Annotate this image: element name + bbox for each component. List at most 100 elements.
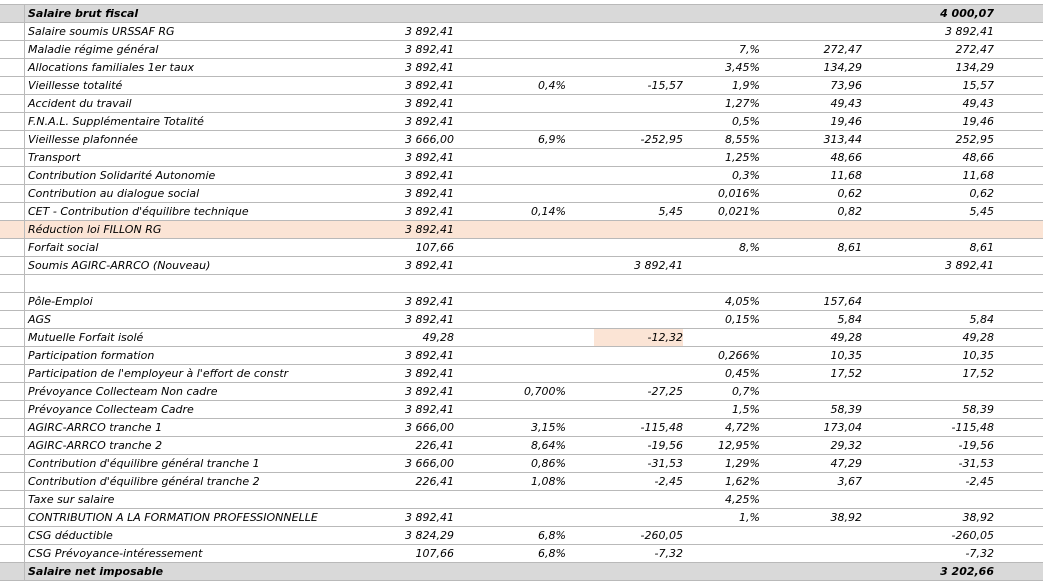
cell-label[interactable]: Maladie régime général (24, 41, 400, 58)
cell-amt1[interactable] (594, 23, 683, 40)
cell-amt2[interactable]: 11,68 (830, 169, 863, 182)
cell-amt1[interactable] (594, 293, 683, 310)
cell-amt1[interactable] (594, 95, 683, 112)
cell-base[interactable]: 3 666,00 (405, 457, 454, 470)
cell-rate2[interactable] (702, 23, 760, 40)
cell-label[interactable]: Pôle-Emploi (24, 293, 400, 310)
cell-rate2[interactable] (702, 257, 760, 274)
cell-rate1[interactable] (470, 95, 566, 112)
cell-total[interactable]: 11,68 (962, 169, 995, 182)
cell-label[interactable]: CSG Prévoyance-intéressement (24, 545, 400, 562)
cell-amt2[interactable]: 48,66 (830, 151, 863, 164)
cell-rate2[interactable]: 0,15% (725, 313, 760, 326)
cell-total[interactable]: 252,95 (955, 133, 995, 146)
cell-total[interactable]: 58,39 (962, 403, 995, 416)
cell-label[interactable] (24, 275, 400, 292)
cell-rate2[interactable]: 4,05% (725, 295, 760, 308)
cell-rate1[interactable]: 6,9% (538, 133, 566, 146)
cell-total[interactable] (900, 221, 994, 238)
cell-rate2[interactable] (702, 329, 760, 346)
cell-base[interactable]: 107,66 (415, 547, 455, 560)
cell-amt2[interactable] (790, 275, 862, 292)
cell-amt2[interactable]: 0,82 (837, 205, 863, 218)
cell-rate1[interactable] (470, 239, 566, 256)
cell-label[interactable]: CSG déductible (24, 527, 400, 544)
cell-amt1[interactable]: 3 892,41 (634, 259, 683, 272)
cell-base[interactable]: 3 892,41 (405, 115, 454, 128)
cell-label[interactable]: Vieillesse totalité (24, 77, 400, 94)
cell-total[interactable]: 38,92 (962, 511, 995, 524)
cell-amt2[interactable] (790, 527, 862, 544)
cell-amt2[interactable]: 49,28 (830, 331, 863, 344)
cell-total[interactable]: 49,28 (962, 331, 995, 344)
cell-amt2[interactable] (790, 491, 862, 508)
cell-amt1[interactable] (594, 509, 683, 526)
cell-amt2[interactable]: 17,52 (830, 367, 863, 380)
cell-base[interactable]: 3 824,29 (405, 529, 454, 542)
cell-amt1[interactable] (594, 167, 683, 184)
cell-amt2[interactable]: 29,32 (830, 439, 863, 452)
cell-rate1[interactable] (470, 5, 566, 22)
cell-total[interactable]: 19,46 (962, 115, 995, 128)
cell-total[interactable]: 5,45 (969, 205, 995, 218)
cell-rate1[interactable]: 0,4% (538, 79, 566, 92)
cell-amt2[interactable]: 49,43 (830, 97, 863, 110)
cell-amt2[interactable]: 134,29 (823, 61, 863, 74)
cell-amt2[interactable]: 10,35 (830, 349, 863, 362)
cell-rate2[interactable]: 8,% (739, 241, 760, 254)
cell-rate1[interactable] (470, 347, 566, 364)
cell-amt2[interactable]: 73,96 (830, 79, 863, 92)
cell-amt2[interactable]: 38,92 (830, 511, 863, 524)
cell-label[interactable]: AGIRC-ARRCO tranche 1 (24, 419, 400, 436)
cell-base[interactable]: 107,66 (415, 241, 455, 254)
cell-rate1[interactable] (470, 365, 566, 382)
cell-label[interactable]: AGIRC-ARRCO tranche 2 (24, 437, 400, 454)
cell-label[interactable]: AGS (24, 311, 400, 328)
cell-amt2[interactable]: 19,46 (830, 115, 863, 128)
cell-amt2[interactable]: 58,39 (830, 403, 863, 416)
cell-amt1[interactable]: -252,95 (640, 133, 683, 146)
cell-amt1[interactable] (594, 59, 683, 76)
cell-total[interactable] (900, 383, 994, 400)
cell-total[interactable]: -7,32 (965, 547, 994, 560)
cell-rate2[interactable]: 0,021% (718, 205, 760, 218)
cell-rate1[interactable]: 3,15% (531, 421, 566, 434)
cell-rate2[interactable]: 0,45% (725, 367, 760, 380)
cell-total[interactable]: 17,52 (962, 367, 995, 380)
cell-label[interactable]: Salaire soumis URSSAF RG (24, 23, 400, 40)
cell-amt1[interactable] (594, 365, 683, 382)
cell-rate1[interactable]: 0,86% (531, 457, 566, 470)
cell-base[interactable]: 3 892,41 (405, 25, 454, 38)
cell-rate2[interactable]: 1,9% (732, 79, 760, 92)
cell-base[interactable]: 3 892,41 (405, 295, 454, 308)
cell-rate1[interactable] (470, 275, 566, 292)
cell-rate2[interactable]: 0,016% (718, 187, 760, 200)
cell-rate2[interactable] (702, 221, 760, 238)
cell-rate2[interactable]: 1,27% (725, 97, 760, 110)
cell-amt1[interactable] (594, 185, 683, 202)
cell-label[interactable]: Accident du travail (24, 95, 400, 112)
cell-amt1[interactable]: -260,05 (640, 529, 683, 542)
cell-rate2[interactable]: 8,55% (725, 133, 760, 146)
cell-base[interactable]: 3 892,41 (405, 43, 454, 56)
cell-amt2[interactable] (790, 23, 862, 40)
cell-amt1[interactable]: -115,48 (640, 421, 683, 434)
cell-total[interactable] (900, 275, 994, 292)
cell-total[interactable] (900, 491, 994, 508)
cell-rate2[interactable] (702, 563, 760, 580)
cell-base[interactable]: 3 892,41 (405, 385, 454, 398)
cell-amt1[interactable]: -31,53 (647, 457, 683, 470)
cell-rate1[interactable]: 8,64% (531, 439, 566, 452)
cell-total[interactable]: 5,84 (969, 313, 995, 326)
cell-total[interactable]: -31,53 (958, 457, 994, 470)
cell-rate2[interactable]: 0,5% (732, 115, 760, 128)
cell-total[interactable]: -260,05 (951, 529, 994, 542)
cell-amt1[interactable] (594, 563, 683, 580)
cell-base[interactable]: 3 666,00 (405, 133, 454, 146)
cell-amt1[interactable] (594, 401, 683, 418)
cell-total[interactable]: -115,48 (951, 421, 994, 434)
cell-amt1[interactable] (594, 275, 683, 292)
cell-rate2[interactable]: 12,95% (718, 439, 760, 452)
cell-amt2[interactable] (790, 563, 862, 580)
cell-amt1[interactable] (594, 113, 683, 130)
